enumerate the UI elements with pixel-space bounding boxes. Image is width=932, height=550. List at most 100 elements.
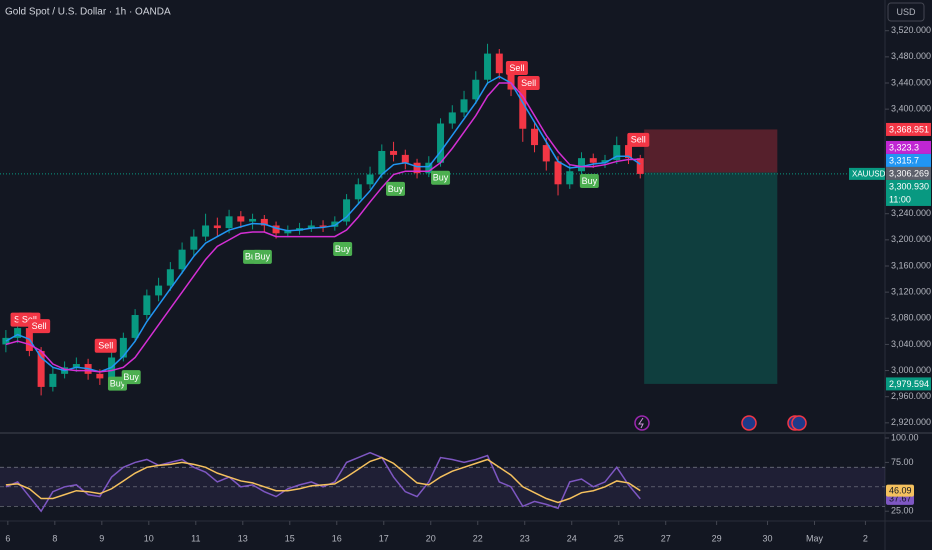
price-label-box	[886, 122, 931, 136]
signal-label: Buy	[255, 252, 271, 262]
candle-body	[636, 158, 644, 174]
candle-body	[14, 328, 22, 338]
moving-average	[5, 75, 641, 373]
symbol-label: XAUUSD	[852, 170, 886, 179]
x-tick-label: 16	[332, 533, 342, 543]
rsi-tick-label: 75.00	[891, 457, 914, 467]
signal-label: Buy	[245, 252, 261, 262]
candle-body	[202, 225, 210, 237]
rsi-value-box	[886, 484, 914, 497]
signal-marker	[431, 170, 451, 185]
signal-marker	[252, 249, 272, 264]
signal-marker	[627, 132, 650, 147]
candle-body	[343, 199, 351, 222]
price-countdown: 11:00	[889, 194, 911, 204]
event-icon	[638, 417, 644, 429]
candle-body	[237, 216, 245, 222]
signal-marker	[505, 60, 528, 75]
y-tick-label: 3,120.000	[891, 287, 931, 297]
x-tick-label: 17	[379, 533, 389, 543]
event-icon[interactable]	[741, 415, 757, 431]
price-label: 3,306.269	[889, 168, 929, 178]
candle-body	[190, 236, 198, 250]
candle-body	[284, 230, 292, 234]
signal-label: Sell	[509, 63, 524, 73]
y-tick-label: 2,960.000	[891, 391, 931, 401]
signal-marker	[386, 181, 406, 196]
event-icons	[634, 415, 807, 431]
price-label-box	[886, 377, 931, 391]
rsi-tick-label: 25.00	[891, 506, 914, 516]
candle-body	[249, 218, 257, 222]
y-tick-label: 3,200.000	[891, 234, 931, 244]
candle-body	[143, 295, 151, 316]
x-tick-label: 20	[426, 533, 436, 543]
signal-marker	[333, 242, 353, 257]
candle-body	[495, 53, 503, 74]
y-tick-label: 3,240.000	[891, 208, 931, 218]
candle-body	[307, 225, 315, 229]
candle-body	[378, 150, 386, 175]
candle-body	[484, 53, 492, 80]
signal-label: Sell	[32, 321, 47, 331]
x-tick-label: 13	[238, 533, 248, 543]
candle-body	[413, 162, 421, 174]
candle-body	[401, 154, 409, 163]
price-label: 3,323.3	[889, 142, 919, 152]
target-zone	[644, 172, 778, 384]
x-tick-label: 11	[191, 533, 200, 543]
candle-body	[366, 174, 374, 185]
x-tick-label: 29	[712, 533, 722, 543]
chart-title: Gold Spot / U.S. Dollar · 1h · OANDA	[5, 7, 171, 18]
signal-label: Buy	[582, 176, 598, 186]
x-tick-label: May	[806, 533, 824, 543]
price-label-box	[886, 166, 931, 180]
candle-body	[96, 373, 104, 379]
symbol-box	[849, 167, 885, 180]
candle-body	[225, 216, 233, 229]
candle-body	[331, 221, 339, 227]
y-tick-label: 3,400.000	[891, 104, 931, 114]
price-label-box	[886, 140, 931, 154]
x-tick-label: 9	[99, 533, 104, 543]
y-tick-label: 3,160.000	[891, 260, 931, 270]
event-icon[interactable]	[634, 415, 650, 431]
candle-body	[578, 158, 586, 172]
candle-body	[37, 350, 45, 387]
candle-body	[319, 225, 327, 227]
x-tick-label: 23	[520, 533, 530, 543]
x-tick-label: 22	[473, 533, 483, 543]
x-tick-label: 24	[567, 533, 577, 543]
candle-body	[260, 218, 268, 226]
signal-marker	[579, 174, 599, 189]
rsi-tick-label: 100.00	[891, 432, 919, 442]
signal-label: Buy	[335, 244, 351, 254]
x-tick-label: 25	[614, 533, 624, 543]
currency[interactable]: USD	[896, 7, 916, 17]
signal-marker	[28, 319, 51, 334]
candle-body	[437, 123, 445, 163]
x-tick-label: 30	[763, 533, 773, 543]
rsi-value-label: 46.09	[889, 486, 912, 496]
currency-box[interactable]	[887, 2, 925, 22]
candle-body	[131, 315, 139, 338]
y-tick-label: 2,920.000	[891, 417, 931, 427]
candle-body	[425, 162, 433, 174]
candle-body	[625, 145, 633, 159]
candle-body	[390, 150, 398, 155]
y-tick-label: 3,520.000	[891, 25, 931, 35]
y-tick-label: 3,080.000	[891, 313, 931, 323]
signal-label: Sell	[98, 341, 113, 351]
x-tick-label: 27	[661, 533, 671, 543]
plot-layer: 6 8 9 10 11 13 15 16 17 20 22 23 24 25 27 29 30 May 2 3,520…	[0, 25, 931, 543]
signal-label: Sell	[521, 78, 536, 88]
price-label-box	[886, 179, 931, 206]
candle-body	[460, 99, 468, 113]
candle-body	[166, 269, 174, 286]
candle-body	[178, 249, 186, 270]
event-icon[interactable]	[791, 415, 807, 431]
x-tick-label: 6	[5, 533, 10, 543]
candle-body	[119, 337, 127, 358]
